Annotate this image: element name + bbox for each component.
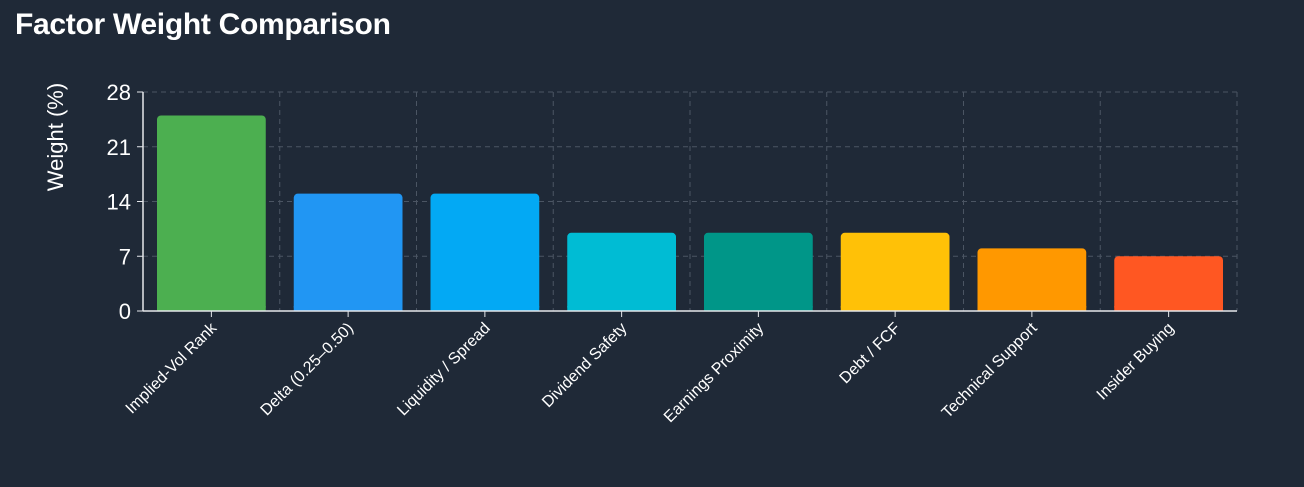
bar[interactable] xyxy=(840,232,950,311)
x-tick-label: Earnings Proximity xyxy=(661,320,767,426)
x-tick-label: Delta (0.25–0.50) xyxy=(258,320,357,419)
bar-base xyxy=(840,306,950,311)
axes xyxy=(137,91,1237,317)
bar[interactable] xyxy=(1114,256,1223,311)
x-tick-label: Insider Buying xyxy=(1094,320,1178,404)
x-tick-labels: Implied-Vol Rank Delta (0.25–0.50) Liquidi… xyxy=(123,319,1178,426)
x-tick-label: Dividend Safety xyxy=(539,320,630,411)
x-tick-label: Implied-Vol Rank xyxy=(123,319,221,417)
y-tick-label: 7 xyxy=(119,244,131,269)
bar-base xyxy=(293,306,403,311)
bar-base xyxy=(157,306,266,311)
y-tick-label: 28 xyxy=(107,80,131,105)
y-tick-labels: 0 7 14 21 28 xyxy=(107,80,131,324)
y-tick-label: 0 xyxy=(119,299,131,324)
y-tick-label: 21 xyxy=(107,135,131,160)
bar-base xyxy=(1114,306,1223,311)
bar-base xyxy=(430,306,540,311)
bar-base xyxy=(704,306,813,311)
y-tick-label: 14 xyxy=(107,190,131,215)
bar[interactable] xyxy=(977,248,1087,311)
bars xyxy=(157,115,1223,311)
x-tick-label: Technical Support xyxy=(939,319,1041,421)
x-tick-label: Liquidity / Spread xyxy=(394,320,493,419)
bar[interactable] xyxy=(567,232,676,311)
bar-base xyxy=(567,306,676,311)
bar[interactable] xyxy=(157,115,266,311)
bar-base xyxy=(977,306,1087,311)
chart-title: Factor Weight Comparison xyxy=(15,8,391,41)
y-axis-title: Weight (%) xyxy=(43,83,68,191)
bar[interactable] xyxy=(293,193,403,311)
bar[interactable] xyxy=(704,232,813,311)
bar[interactable] xyxy=(430,193,540,311)
x-tick-label: Debt / FCF xyxy=(837,320,905,388)
